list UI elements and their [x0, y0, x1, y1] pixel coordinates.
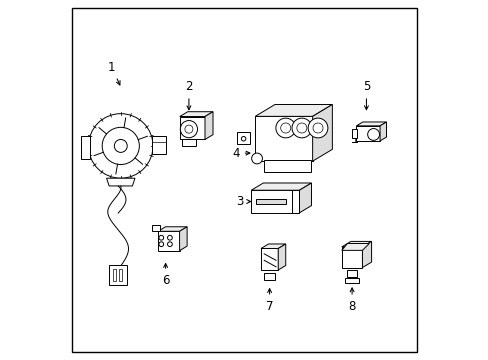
Bar: [119, 269, 122, 282]
Bar: [345, 278, 358, 283]
Bar: [347, 270, 356, 277]
Bar: [113, 269, 116, 282]
Circle shape: [159, 242, 163, 247]
Circle shape: [102, 127, 139, 165]
Bar: [351, 129, 357, 138]
Circle shape: [184, 125, 193, 133]
Circle shape: [114, 139, 127, 152]
Bar: [341, 247, 362, 267]
Polygon shape: [341, 243, 368, 250]
Text: 8: 8: [347, 288, 355, 313]
Bar: [109, 265, 127, 285]
Text: 3: 3: [236, 195, 250, 208]
Circle shape: [167, 242, 172, 247]
Bar: [255, 116, 312, 161]
Circle shape: [180, 121, 197, 138]
Bar: [151, 136, 165, 154]
Bar: [180, 117, 204, 139]
Circle shape: [307, 118, 327, 138]
Polygon shape: [204, 112, 213, 139]
Circle shape: [275, 118, 295, 138]
Polygon shape: [299, 183, 311, 213]
Text: 5: 5: [362, 80, 369, 110]
Bar: [264, 160, 310, 172]
Text: 2: 2: [185, 80, 192, 110]
Circle shape: [251, 153, 262, 164]
Polygon shape: [341, 242, 371, 247]
Bar: [81, 136, 90, 159]
Bar: [158, 231, 179, 251]
Text: 1: 1: [108, 60, 120, 85]
Bar: [151, 225, 160, 231]
Bar: [291, 190, 299, 213]
Bar: [251, 190, 299, 213]
Polygon shape: [180, 112, 213, 117]
Circle shape: [312, 123, 323, 133]
Ellipse shape: [241, 136, 245, 141]
Circle shape: [280, 123, 290, 133]
Circle shape: [291, 118, 311, 138]
Bar: [255, 198, 285, 204]
Polygon shape: [379, 122, 386, 141]
Polygon shape: [255, 104, 332, 116]
Bar: [261, 248, 278, 270]
Circle shape: [167, 235, 172, 240]
Polygon shape: [158, 227, 187, 231]
Circle shape: [88, 114, 153, 178]
Bar: [356, 126, 379, 141]
Text: 4: 4: [232, 147, 249, 159]
Polygon shape: [356, 122, 386, 126]
Circle shape: [159, 235, 163, 240]
Circle shape: [296, 123, 306, 133]
Bar: [264, 273, 274, 280]
Polygon shape: [261, 244, 285, 248]
Polygon shape: [312, 104, 332, 161]
Circle shape: [367, 129, 379, 140]
Polygon shape: [278, 244, 285, 270]
Text: 6: 6: [162, 264, 169, 287]
Bar: [182, 139, 195, 147]
Text: 7: 7: [265, 289, 273, 313]
Bar: [237, 132, 249, 144]
Polygon shape: [251, 183, 311, 190]
Polygon shape: [106, 178, 135, 186]
Polygon shape: [179, 227, 187, 251]
Polygon shape: [362, 242, 371, 267]
